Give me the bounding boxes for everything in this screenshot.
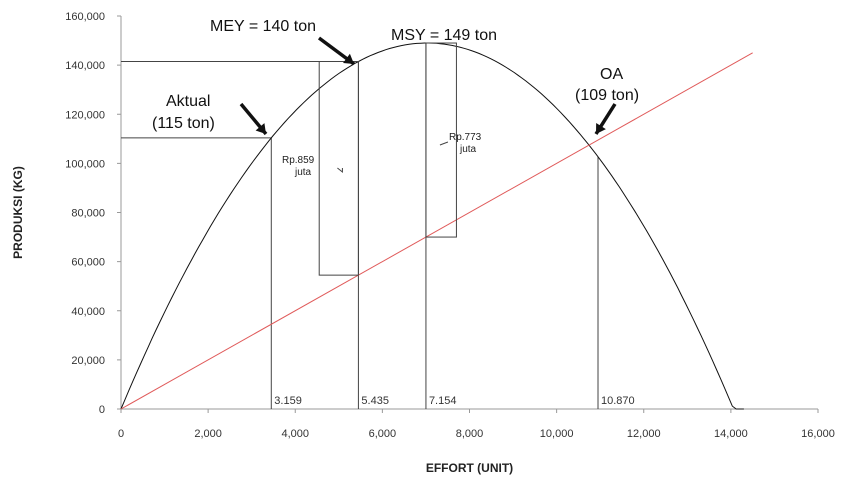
rp773-label-line2: juta <box>459 144 477 155</box>
y-tick-label: 80,000 <box>71 208 105 220</box>
arrow-head <box>596 123 606 134</box>
cost-line <box>120 52 753 410</box>
msy-label: MSY = 149 ton <box>391 27 497 44</box>
oa-label-line2: (109 ton) <box>575 87 639 104</box>
rp859-label-line2: juta <box>294 167 312 178</box>
x-tick-label: 6,000 <box>369 428 397 440</box>
y-tick-label: 40,000 <box>71 306 105 318</box>
y-tick-labels: 0 20,000 40,000 60,000 80,000 100,000 120,000 1… <box>65 11 121 416</box>
y-axis-title: PRODUKSI (KG) <box>11 166 25 259</box>
rent-box <box>318 61 359 276</box>
x-tick-label: 8,000 <box>456 428 484 440</box>
x-tick-label: 12,000 <box>627 428 661 440</box>
effort-value-label: 10.870 <box>601 395 635 407</box>
aktual-label-line2: (115 ton) <box>152 115 215 132</box>
x-tick-label: 0 <box>118 428 124 440</box>
y-tick-label: 160,000 <box>65 11 105 23</box>
x-axis-title: EFFORT (UNIT) <box>426 461 513 475</box>
rent-bracket <box>337 167 343 174</box>
y-tick-label: 140,000 <box>65 60 105 72</box>
y-tick-label: 0 <box>99 404 105 416</box>
y-tick-label: 60,000 <box>71 257 105 269</box>
rent-boxes <box>318 42 457 276</box>
aktual-label-line1: Aktual <box>166 93 210 110</box>
rp859-label-line1: Rp.859 <box>282 155 315 166</box>
x-tick-label: 10,000 <box>540 428 574 440</box>
x-tick-label: 14,000 <box>714 428 748 440</box>
oa-label-line1: OA <box>600 66 623 83</box>
x-tick-labels: 0 2,000 4,000 6,000 8,000 10,000 12,000 14,000 1… <box>118 409 835 440</box>
y-tick-label: 20,000 <box>71 355 105 367</box>
effort-value-label: 7.154 <box>429 395 457 407</box>
arrow-head <box>255 123 266 134</box>
effort-value-label: 3.159 <box>274 395 302 407</box>
annotation-arrows <box>239 36 617 136</box>
arrow-head <box>343 53 354 64</box>
y-tick-label: 120,000 <box>65 109 105 121</box>
rent-bracket <box>439 141 449 146</box>
effort-value-label: 5.435 <box>361 395 389 407</box>
effort-labels: 3.159 5.435 7.154 10.870 <box>274 395 634 407</box>
rp773-label-line1: Rp.773 <box>449 132 482 143</box>
mey-label: MEY = 140 ton <box>210 18 316 35</box>
x-tick-label: 2,000 <box>194 428 222 440</box>
x-tick-label: 16,000 <box>801 428 835 440</box>
production-curve <box>120 42 744 410</box>
y-tick-label: 100,000 <box>65 158 105 170</box>
rent-box <box>425 42 457 238</box>
x-tick-label: 4,000 <box>281 428 309 440</box>
